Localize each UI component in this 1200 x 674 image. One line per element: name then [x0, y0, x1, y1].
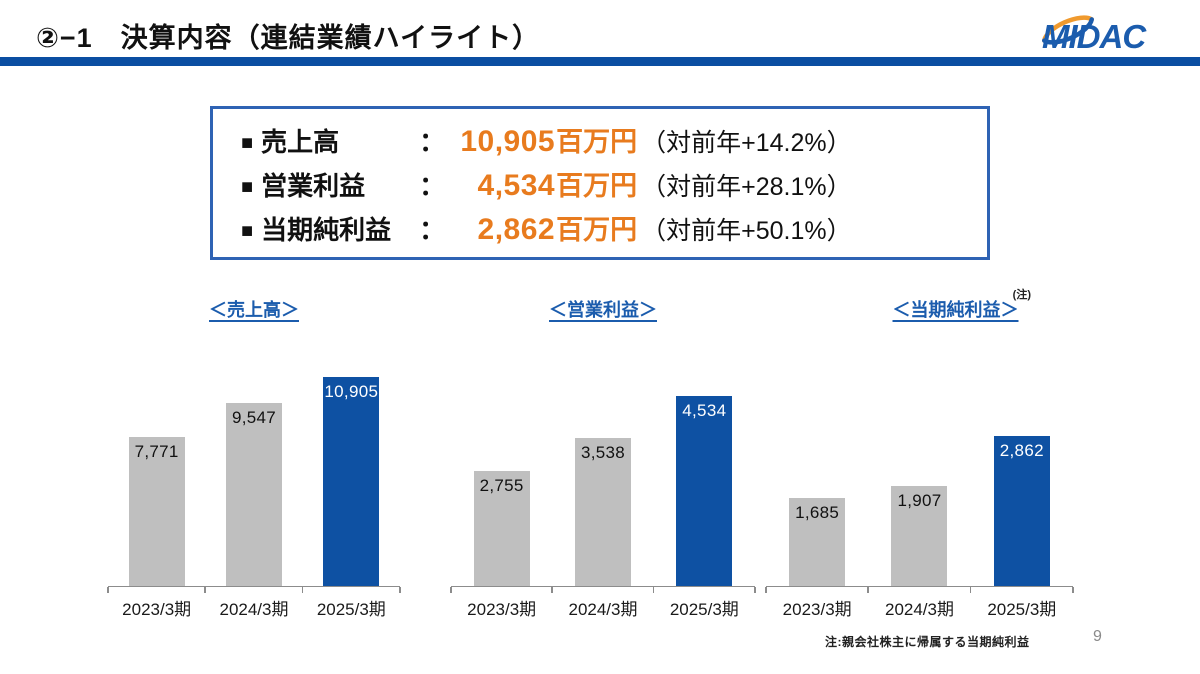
category-label: 2023/3期	[782, 600, 852, 619]
bullet-icon: ■	[241, 175, 254, 198]
plot-cell: 2,862	[971, 357, 1073, 586]
plot-area: 7,771 9,547 10,905	[108, 357, 400, 587]
plot-cell: 10,905	[303, 357, 400, 586]
company-logo: MIDAC	[1034, 6, 1172, 56]
bar-2023/3期: 2,755	[473, 471, 530, 586]
highlight-unit: 百万円	[556, 214, 638, 245]
highlight-value: 2,862	[477, 212, 556, 246]
highlight-label: 売上高	[261, 126, 340, 157]
axis-tick	[765, 587, 767, 593]
highlight-colon: ：	[419, 170, 446, 201]
highlight-label: 営業利益	[261, 170, 366, 201]
bar-2025/3期: 10,905	[323, 377, 380, 586]
bar-2024/3期: 3,538	[574, 438, 631, 586]
plot-area: 1,685 1,907 2,862	[766, 357, 1073, 587]
bar-value-label: 1,685	[795, 503, 840, 522]
chart-title-wrap: ＜当期純利益＞ (注)	[766, 289, 1073, 338]
plot-cell: 2,755	[451, 357, 552, 586]
page-title: ②−1 決算内容（連結業績ハイライト）	[36, 23, 541, 53]
bar-value-label: 2,862	[999, 441, 1044, 460]
highlight-colon: ：	[419, 126, 446, 157]
footnote: 注:親会社株主に帰属する当期純利益	[825, 635, 1030, 649]
plot-area: 2,755 3,538 4,534	[451, 357, 755, 587]
axis-tick	[107, 587, 109, 593]
plot-cell: 1,907	[868, 357, 970, 586]
axis-tick	[867, 587, 869, 593]
chart-title: ＜当期純利益＞	[892, 300, 1019, 320]
svg-text:MIDAC: MIDAC	[1042, 18, 1147, 55]
bar-value-label: 10,905	[324, 382, 379, 401]
highlight-colon: ：	[419, 214, 446, 245]
highlight-value: 4,534	[477, 168, 556, 202]
plot-cell: 9,547	[205, 357, 302, 586]
highlight-yoy: （対前年+50.1%）	[641, 216, 852, 245]
bar-value-label: 3,538	[580, 443, 625, 462]
bar-value-label: 7,771	[134, 442, 179, 461]
plot-cell: 3,538	[552, 357, 653, 586]
axis-tick	[551, 587, 553, 593]
bar-value-label: 4,534	[682, 401, 727, 420]
highlight-unit: 百万円	[556, 170, 638, 201]
axis-tick	[399, 587, 401, 593]
highlight-row-net-income: ■ 当期純利益 ： 2,862 百万円 （対前年+50.1%）	[241, 208, 987, 247]
category-label: 2025/3期	[669, 600, 739, 619]
highlight-row-sales: ■ 売上高 ： 10,905 百万円 （対前年+14.2%）	[241, 120, 987, 159]
plot-cell: 4,534	[654, 357, 755, 586]
axis-tick	[969, 587, 972, 593]
highlight-label: 当期純利益	[261, 214, 392, 245]
chart-net-income: ＜当期純利益＞ (注) 1,685 1,907 2,862 2023/3期 2024/3期 2…	[765, 289, 1074, 626]
bar-2025/3期: 2,862	[993, 436, 1050, 586]
plot-cell: 1,685	[766, 357, 868, 586]
category-axis: 2023/3期 2024/3期 2025/3期	[766, 595, 1073, 620]
category-label: 2024/3期	[219, 600, 289, 619]
highlight-value: 10,905	[460, 124, 556, 158]
chart-title: ＜営業利益＞	[549, 300, 657, 320]
bar-value-label: 1,907	[897, 491, 942, 510]
results-highlight-box: ■ 売上高 ： 10,905 百万円 （対前年+14.2%） ■ 営業利益 ： …	[210, 106, 990, 260]
bar-2025/3期: 4,534	[676, 396, 733, 586]
highlight-unit: 百万円	[556, 126, 638, 157]
bar-2024/3期: 9,547	[225, 403, 282, 586]
chart-title-wrap: ＜売上高＞	[108, 296, 400, 338]
highlight-yoy: （対前年+28.1%）	[641, 172, 852, 201]
bullet-icon: ■	[241, 131, 254, 154]
page-number: 9	[1093, 628, 1102, 645]
header-divider	[0, 57, 1200, 66]
category-label: 2024/3期	[568, 600, 638, 619]
category-label: 2025/3期	[987, 600, 1057, 619]
midac-logo-icon: MIDAC	[1041, 15, 1148, 55]
bar-2024/3期: 1,907	[891, 486, 948, 586]
chart-sales: ＜売上高＞ 7,771 9,547 10,905 2023/3期 2024/3期 2025/…	[107, 296, 401, 626]
axis-tick	[1072, 587, 1074, 593]
axis-tick	[652, 587, 655, 593]
category-label: 2025/3期	[316, 600, 386, 619]
highlight-row-operating-income: ■ 営業利益 ： 4,534 百万円 （対前年+28.1%）	[241, 164, 987, 203]
bar-value-label: 2,755	[479, 476, 524, 495]
axis-tick	[301, 587, 304, 593]
chart-operating-income: ＜営業利益＞ 2,755 3,538 4,534 2023/3期 2024/3期 2025/…	[450, 296, 756, 626]
category-axis: 2023/3期 2024/3期 2025/3期	[451, 595, 755, 620]
highlight-yoy: （対前年+14.2%）	[641, 128, 852, 157]
category-label: 2023/3期	[122, 600, 192, 619]
bar-value-label: 9,547	[231, 408, 276, 427]
axis-tick	[450, 587, 452, 593]
axis-tick	[204, 587, 206, 593]
bar-2023/3期: 1,685	[789, 498, 846, 586]
note-mark: (注)	[1012, 289, 1031, 301]
category-axis: 2023/3期 2024/3期 2025/3期	[108, 595, 400, 620]
category-label: 2024/3期	[884, 600, 954, 619]
bar-2023/3期: 7,771	[128, 437, 185, 586]
bullet-icon: ■	[241, 219, 254, 242]
axis-tick	[754, 587, 756, 593]
chart-title: ＜売上高＞	[209, 300, 299, 320]
chart-title-wrap: ＜営業利益＞	[451, 296, 755, 338]
category-label: 2023/3期	[467, 600, 537, 619]
plot-cell: 7,771	[108, 357, 205, 586]
